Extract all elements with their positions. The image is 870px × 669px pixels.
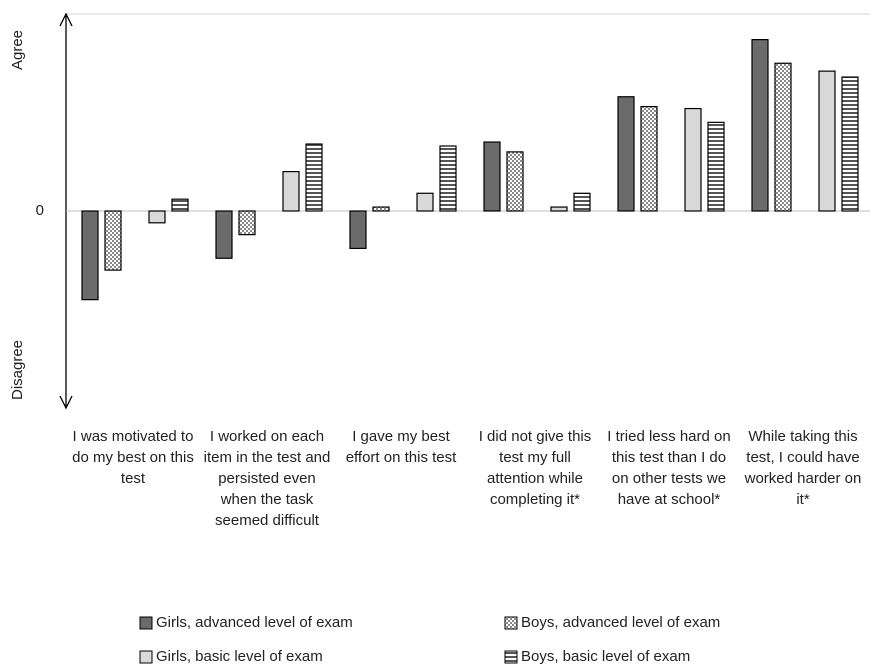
label-line: I gave my best (352, 428, 450, 445)
disagree-label: Disagree (9, 340, 26, 400)
bar (751, 39, 769, 212)
bar (483, 141, 501, 212)
bar (416, 192, 434, 212)
bar (573, 192, 591, 212)
label-line: I was motivated to (73, 428, 194, 445)
bar (550, 206, 568, 212)
bar (818, 70, 836, 212)
bar (305, 143, 323, 212)
label-line: when the task (220, 491, 314, 508)
bar (148, 210, 166, 224)
label-line: test (121, 470, 146, 487)
bar (506, 151, 524, 212)
x-tick-label: I worked on each item in the test and pers… (204, 428, 331, 529)
label-line: have at school* (618, 491, 721, 508)
bar (841, 76, 859, 212)
x-tick-label: I gave my best effort on this test (346, 428, 457, 466)
label-line: worked harder on (744, 470, 862, 487)
legend-label: Girls, basic level of exam (156, 648, 323, 665)
label-line: I worked on each (210, 428, 324, 445)
legend-swatch (504, 650, 518, 664)
label-line: do my best on this (72, 449, 194, 466)
legend-swatch (139, 650, 153, 664)
x-tick-label: I did not give this test my full attention… (479, 428, 592, 508)
bar (81, 210, 99, 301)
bar (617, 96, 635, 212)
label-line: I tried less hard on (607, 428, 730, 445)
label-line: it* (796, 491, 810, 508)
bar (349, 210, 367, 250)
label-line: persisted even (218, 470, 316, 487)
bar (684, 107, 702, 212)
label-line: test, I could have (746, 449, 859, 466)
legend-swatch (504, 616, 518, 630)
bar (171, 198, 189, 212)
label-line: this test than I do (612, 449, 726, 466)
bar (640, 105, 658, 212)
label-line: effort on this test (346, 449, 457, 466)
label-line: I did not give this (479, 428, 592, 445)
bar (282, 171, 300, 212)
x-tick-label: I was motivated to do my best on this test (72, 428, 194, 487)
bar (707, 121, 725, 212)
bar (215, 210, 233, 259)
bar (372, 206, 390, 212)
agree-label: Agree (9, 30, 26, 70)
x-tick-label: While taking this test, I could have worke… (744, 428, 862, 508)
bar (774, 62, 792, 212)
label-line: test my full (499, 449, 571, 466)
arrow-head-bottom (59, 395, 73, 410)
x-tick-label: I tried less hard on this test than I do o… (607, 428, 730, 508)
label-line: While taking this (748, 428, 857, 445)
legend-label: Boys, basic level of exam (521, 648, 690, 665)
y-tick-label: 0 (36, 202, 44, 219)
bar (104, 210, 122, 271)
label-line: seemed difficult (215, 512, 320, 529)
label-line: on other tests we (612, 470, 726, 487)
arrow-head-top (59, 12, 73, 27)
bar (238, 210, 256, 236)
legend-label: Boys, advanced level of exam (521, 614, 720, 631)
label-line: attention while (487, 470, 583, 487)
legend-label: Girls, advanced level of exam (156, 614, 353, 631)
label-line: completing it* (490, 491, 580, 508)
bar (439, 145, 457, 212)
legend-swatch (139, 616, 153, 630)
label-line: item in the test and (204, 449, 331, 466)
